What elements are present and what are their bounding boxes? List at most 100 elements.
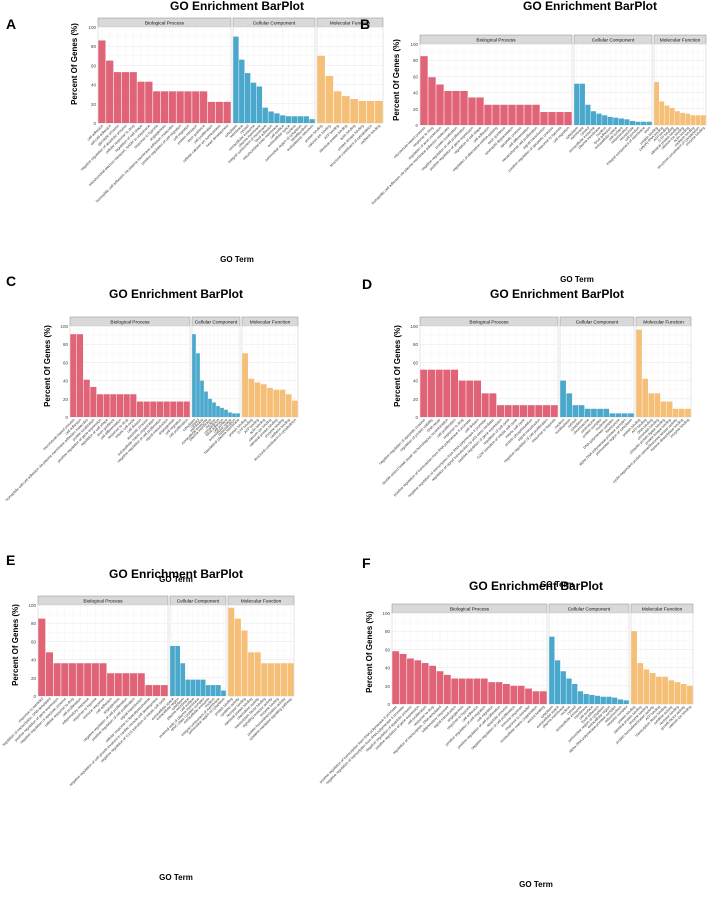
bar	[623, 700, 629, 704]
go-term-label: negative regulation of transcription fro…	[325, 704, 406, 785]
bar	[466, 380, 474, 417]
y-tick-label: 60	[413, 74, 419, 79]
bar	[145, 81, 153, 123]
bar	[420, 56, 428, 125]
bar	[76, 663, 84, 696]
facet-strip-label: Biological Process	[145, 20, 185, 26]
bar	[492, 104, 500, 125]
y-tick-label: 60	[31, 639, 37, 644]
bar	[539, 691, 547, 704]
bar	[685, 113, 691, 125]
bar	[273, 389, 280, 417]
bar	[200, 91, 208, 123]
bar	[297, 116, 304, 123]
bar	[220, 407, 224, 417]
bar	[241, 630, 248, 696]
bar	[662, 676, 668, 704]
facet-cellular-component: Cellular Componentcytoplasmmembranecytos…	[565, 34, 653, 166]
bar	[215, 101, 223, 123]
go-term-label: cytosol	[567, 418, 578, 429]
bar	[228, 607, 235, 696]
bar	[98, 40, 106, 123]
bar	[549, 636, 555, 704]
y-tick-label: 0	[33, 694, 36, 699]
y-tick-label: 40	[31, 658, 37, 663]
bar	[287, 663, 294, 696]
facet-strip-label: Biological Process	[450, 606, 490, 612]
bar	[248, 378, 255, 417]
y-tick-label: 60	[385, 647, 391, 652]
bar	[121, 72, 129, 123]
bar	[590, 111, 597, 125]
bar	[666, 401, 673, 417]
go-term-label: cytosol	[579, 126, 590, 137]
bar	[624, 119, 630, 125]
bar	[540, 112, 548, 125]
bar	[130, 673, 138, 696]
bar	[224, 409, 228, 417]
bar	[589, 694, 595, 704]
bar	[607, 116, 613, 125]
bar	[137, 673, 145, 696]
facet-strip-label: Biological Process	[110, 319, 150, 325]
bar	[554, 660, 561, 704]
bar	[476, 97, 484, 125]
y-tick-label: 20	[31, 676, 37, 681]
bar	[216, 685, 221, 696]
bar	[484, 104, 492, 125]
bar	[110, 394, 117, 417]
bar	[129, 72, 137, 123]
bar	[261, 663, 268, 696]
bar	[466, 678, 473, 704]
bar	[244, 73, 251, 123]
bar	[232, 413, 236, 417]
panel-letter: B	[360, 16, 370, 32]
y-tick-label: 0	[415, 415, 418, 420]
bar	[701, 115, 706, 125]
bar	[70, 334, 77, 417]
bar	[106, 60, 114, 123]
y-axis-title: Percent Of Genes (%)	[365, 611, 374, 693]
bar	[577, 691, 584, 704]
bar	[615, 413, 622, 417]
bar	[646, 121, 652, 125]
bar	[560, 380, 566, 417]
y-tick-label: 100	[28, 603, 36, 608]
chart-title: GO Enrichment BarPlot	[170, 0, 304, 13]
facet-cellular-component: Cellular Componentcytoplasmextracellular…	[536, 603, 630, 754]
y-tick-label: 0	[93, 121, 96, 126]
y-tick-label: 80	[91, 44, 97, 49]
bar	[685, 408, 691, 417]
bar	[99, 663, 107, 696]
bar	[107, 673, 115, 696]
bar	[560, 671, 566, 704]
facet-strip-label: Biological Process	[469, 319, 509, 325]
y-tick-label: 20	[385, 684, 391, 689]
bar	[468, 97, 476, 125]
y-axis-title: Percent Of Genes (%)	[70, 23, 79, 105]
bar	[84, 663, 92, 696]
bar	[242, 353, 248, 417]
y-tick-label: 80	[413, 58, 419, 63]
bar	[208, 398, 212, 417]
y-tick-label: 40	[413, 91, 419, 96]
bar	[512, 405, 520, 417]
bar	[548, 112, 556, 125]
bar	[223, 101, 231, 123]
chart-title: GO Enrichment BarPlot	[490, 287, 624, 301]
bar	[617, 699, 624, 704]
bar	[579, 83, 585, 125]
bar	[609, 413, 616, 417]
facet-strip-label: Molecular Function	[241, 598, 282, 604]
y-tick-label: 100	[88, 25, 96, 30]
bar	[317, 55, 325, 123]
y-tick-label: 20	[91, 102, 97, 107]
bar	[250, 82, 257, 123]
bar	[236, 413, 240, 417]
bar	[631, 631, 637, 704]
bar	[137, 81, 145, 123]
